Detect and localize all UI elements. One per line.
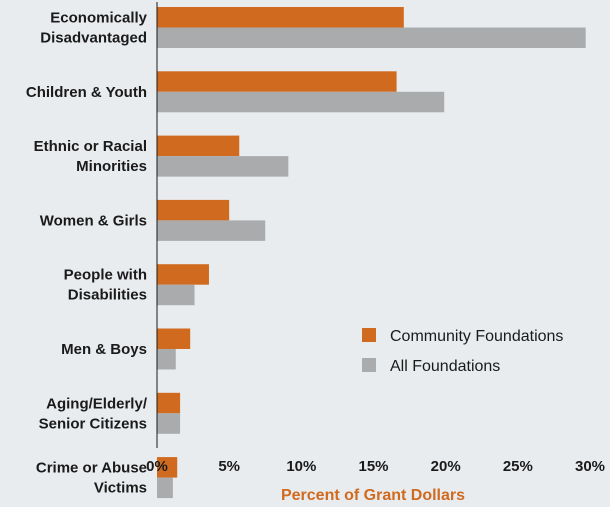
- x-tick-0: 0%: [146, 458, 168, 475]
- legend-label-0: Community Foundations: [390, 328, 563, 345]
- bar-all-1: [157, 91, 445, 113]
- category-label-0-0: Economically: [50, 10, 147, 27]
- x-tick-4: 20%: [431, 458, 461, 475]
- bar-all-7: [157, 477, 173, 499]
- x-tick-3: 15%: [358, 458, 388, 475]
- legend-swatch-1: [362, 358, 376, 372]
- legend-swatch-0: [362, 328, 376, 342]
- category-label-2-0: Ethnic or Racial: [34, 138, 147, 155]
- bars-group: [157, 7, 586, 499]
- bar-community-1: [157, 71, 397, 92]
- category-label-6-0: Aging/Elderly/: [46, 395, 148, 412]
- x-tick-2: 10%: [286, 458, 316, 475]
- x-tick-6: 30%: [575, 458, 605, 475]
- bar-community-2: [157, 135, 240, 157]
- bar-all-2: [157, 156, 289, 177]
- category-label-2-1: Minorities: [76, 158, 147, 175]
- category-label-4-1: Disabilities: [68, 287, 147, 304]
- category-label-1-0: Children & Youth: [26, 84, 147, 101]
- bar-community-6: [157, 392, 181, 414]
- category-label-3-0: Women & Girls: [40, 212, 147, 229]
- bar-all-4: [157, 284, 195, 306]
- category-label-7-0: Crime or Abuse: [36, 460, 147, 477]
- legend: Community Foundations All Foundations: [362, 328, 563, 375]
- category-labels: Economically Disadvantaged Children & Yout…: [26, 10, 148, 497]
- bar-all-0: [157, 27, 586, 48]
- bar-all-3: [157, 220, 266, 241]
- bar-community-4: [157, 264, 209, 285]
- legend-label-1: All Foundations: [390, 358, 500, 375]
- category-label-5-0: Men & Boys: [61, 341, 147, 358]
- bar-community-3: [157, 199, 230, 221]
- x-axis-label: Percent of Grant Dollars: [281, 487, 465, 504]
- bar-community-0: [157, 7, 404, 28]
- bar-community-5: [157, 328, 191, 349]
- category-label-7-1: Victims: [94, 480, 147, 497]
- category-label-0-1: Disadvantaged: [40, 30, 147, 47]
- x-axis-ticks: 0% 5% 10% 15% 20% 25% 30%: [146, 458, 605, 475]
- category-label-4-0: People with: [64, 267, 147, 284]
- x-tick-5: 25%: [503, 458, 533, 475]
- category-label-6-1: Senior Citizens: [39, 415, 147, 432]
- x-tick-1: 5%: [218, 458, 240, 475]
- bar-all-6: [157, 413, 181, 434]
- bar-all-5: [157, 349, 176, 370]
- bar-community-7: [157, 457, 178, 478]
